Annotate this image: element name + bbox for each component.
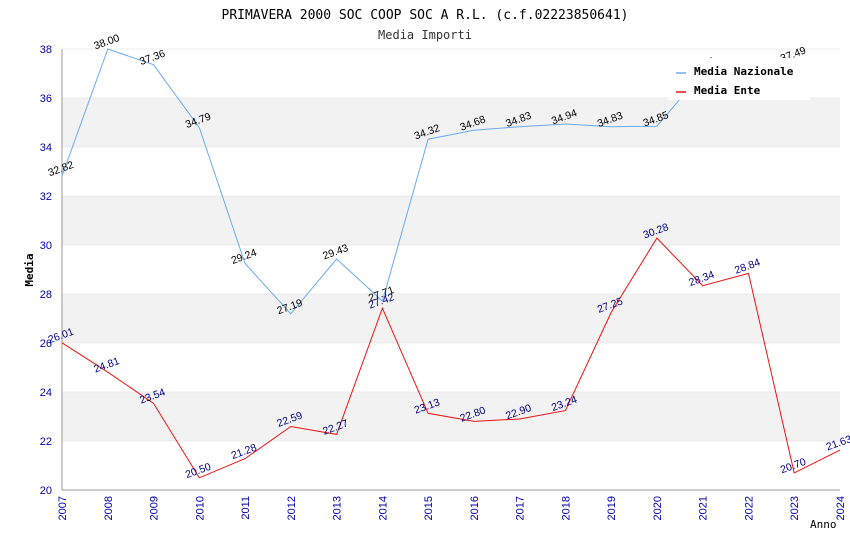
y-tick-label: 24 <box>40 387 52 399</box>
plot-band <box>62 98 840 147</box>
series-line-media-nazionale <box>61 48 704 315</box>
chart-subtitle: Media Importi <box>378 28 472 42</box>
x-tick-label: 2010 <box>194 496 206 520</box>
plot-band <box>62 392 840 441</box>
x-tick-label: 2015 <box>423 496 435 520</box>
legend: Media Nazionale Media Ente <box>668 58 810 100</box>
x-tick-label: 2012 <box>286 496 298 520</box>
legend-label-media-nazionale: Media Nazionale <box>694 65 794 78</box>
plot-background-bands <box>62 98 840 441</box>
x-tick-label: 2023 <box>789 496 801 520</box>
x-tick-label: 2021 <box>698 496 710 520</box>
series-lines <box>61 48 841 479</box>
plot-band <box>62 196 840 245</box>
data-label: 24.81 <box>92 355 121 375</box>
x-tick-label: 2020 <box>652 496 664 520</box>
x-tick-label: 2013 <box>332 496 344 520</box>
data-label: 32.82 <box>47 159 76 179</box>
x-tick-label: 2011 <box>240 496 252 520</box>
y-tick-label: 38 <box>40 44 52 56</box>
y-tick-label: 30 <box>40 240 52 252</box>
data-label: 20.50 <box>184 461 213 481</box>
x-tick-label: 2024 <box>835 496 847 520</box>
x-tick-label: 2022 <box>743 496 755 520</box>
axes <box>61 49 840 491</box>
y-tick-label: 28 <box>40 289 52 301</box>
x-tick-label: 2016 <box>469 496 481 520</box>
gridlines <box>62 48 840 491</box>
x-tick-label: 2007 <box>57 496 69 520</box>
y-tick-label: 20 <box>40 485 52 497</box>
y-axis-ticks: 20 22 24 26 28 30 32 34 36 38 <box>40 44 52 497</box>
y-tick-label: 22 <box>40 436 52 448</box>
y-tick-label: 32 <box>40 191 52 203</box>
legend-box <box>668 58 810 100</box>
chart-title: PRIMAVERA 2000 SOC COOP SOC A R.L. (c.f.… <box>222 8 629 23</box>
plot-band <box>62 294 840 343</box>
x-tick-label: 2017 <box>515 496 527 520</box>
data-label: 28.34 <box>687 269 716 289</box>
x-axis-ticks: 2007 2008 2009 2010 2011 2012 2013 2014 2015 2016… <box>57 496 847 520</box>
series-line-media-ente <box>61 237 841 479</box>
data-label: 37.36 <box>138 48 167 68</box>
x-tick-label: 2014 <box>377 496 389 520</box>
x-tick-label: 2018 <box>560 496 572 520</box>
x-tick-label: 2008 <box>103 496 115 520</box>
y-axis-label: Media <box>23 253 36 286</box>
y-tick-label: 26 <box>40 338 52 350</box>
y-tick-label: 34 <box>40 142 52 154</box>
legend-label-media-ente: Media Ente <box>694 84 761 97</box>
x-tick-label: 2009 <box>149 496 161 520</box>
x-axis-label: Anno <box>810 518 837 531</box>
y-tick-label: 36 <box>40 93 52 105</box>
data-label: 29.24 <box>230 247 259 267</box>
data-label: 20.70 <box>779 456 808 476</box>
x-tick-label: 2019 <box>606 496 618 520</box>
